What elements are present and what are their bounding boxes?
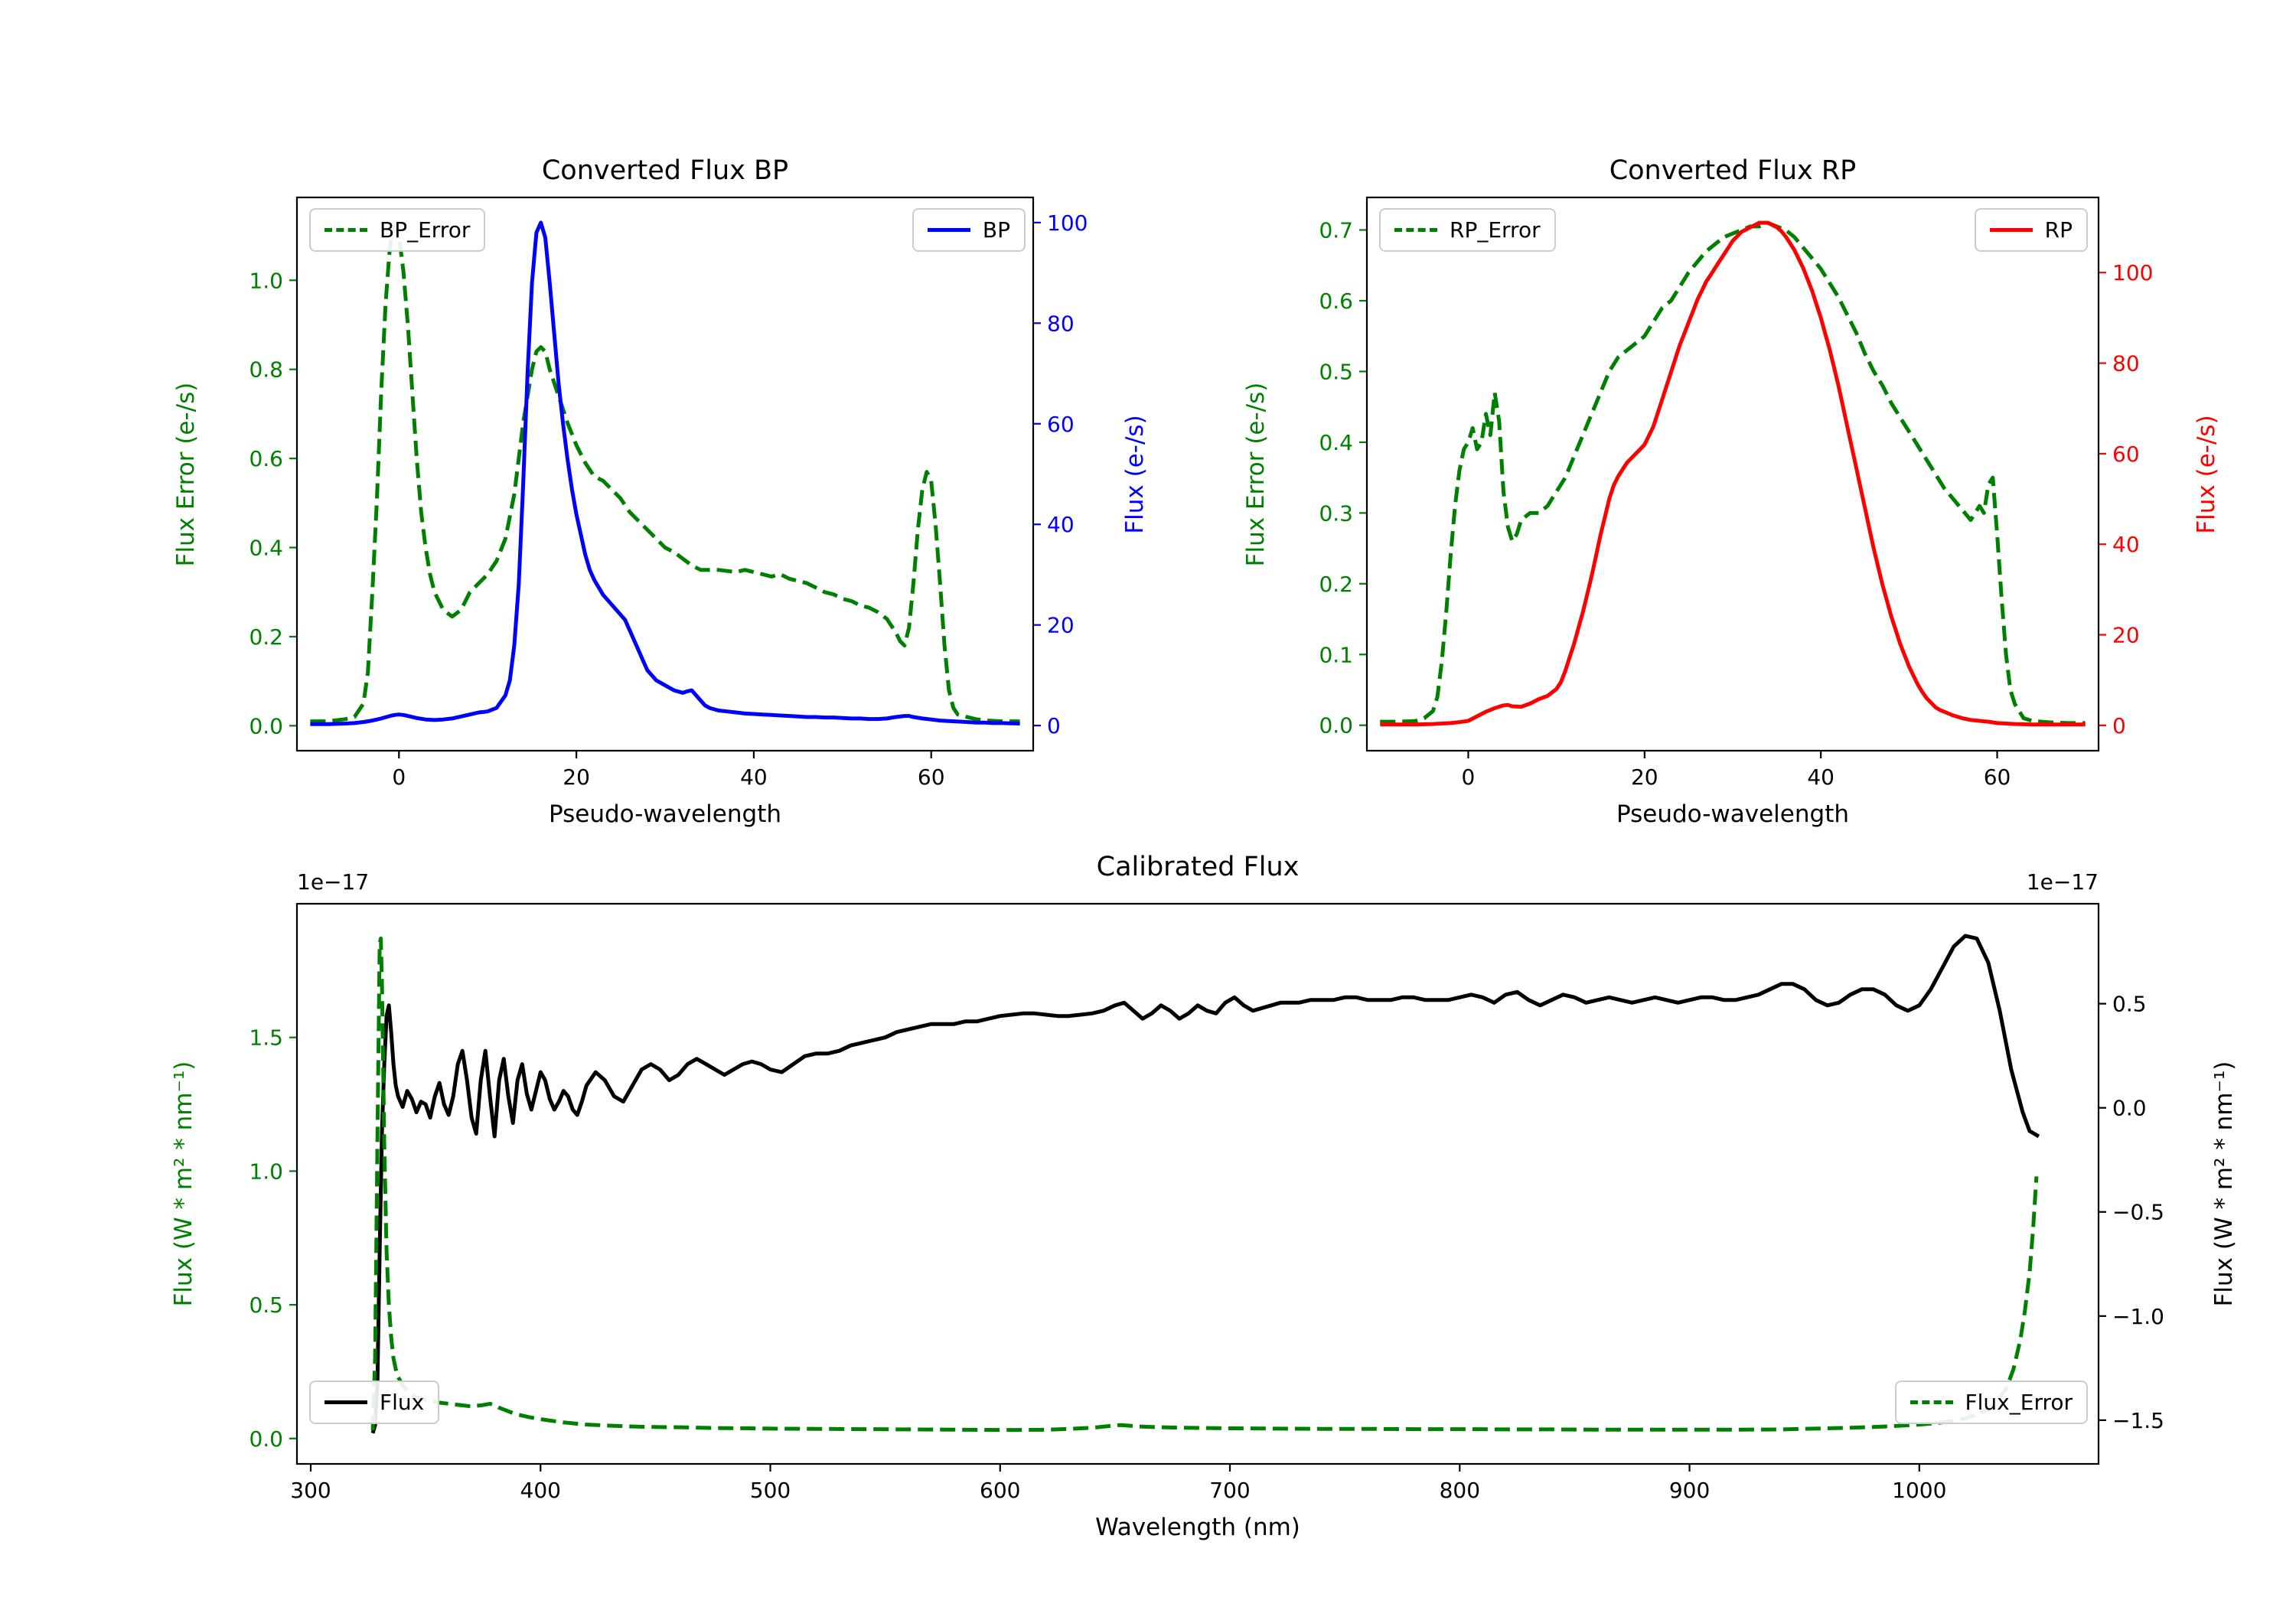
svg-text:−0.5: −0.5 [2112,1200,2164,1225]
svg-text:300: 300 [290,1478,331,1503]
svg-text:0.1: 0.1 [1319,642,1353,667]
svg-text:60: 60 [1047,412,1075,437]
svg-text:0.4: 0.4 [249,536,283,561]
svg-text:0: 0 [2112,713,2126,738]
svg-text:400: 400 [520,1478,561,1503]
svg-text:20: 20 [2112,623,2140,648]
svg-text:0.6: 0.6 [249,446,283,471]
bp-legend-label: BP [982,217,1010,243]
rp-xaxis-label: Pseudo-wavelength [1616,800,1849,828]
bp-xaxis-label: Pseudo-wavelength [548,800,781,828]
svg-text:100: 100 [1047,210,1088,236]
calibrated-left-yaxis-label: Flux (W * m² * nm⁻¹) [170,1061,197,1307]
svg-text:0.4: 0.4 [1319,430,1353,455]
svg-text:0.5: 0.5 [2112,992,2147,1017]
svg-text:0.7: 0.7 [1319,218,1353,243]
svg-text:100: 100 [2112,260,2153,285]
bp-error-legend-label: BP_Error [380,217,471,243]
svg-text:80: 80 [1047,311,1075,336]
solid-line-sample-icon [927,228,970,232]
dashed-line-sample-icon [1394,228,1437,232]
flux-legend-label: Flux [380,1390,425,1415]
svg-text:−1.5: −1.5 [2112,1408,2164,1433]
svg-text:40: 40 [1807,764,1835,790]
rp-error-legend-label: RP_Error [1450,217,1541,243]
flux-error-legend-label: Flux_Error [1965,1390,2073,1415]
bp-legend: BP [912,208,1026,252]
left-offset-text: 1e−17 [297,869,370,895]
svg-text:600: 600 [980,1478,1020,1503]
svg-text:0.0: 0.0 [2112,1096,2147,1121]
rp-right-yaxis-label: Flux (e-/s) [2193,415,2220,534]
svg-text:0: 0 [1047,713,1061,738]
svg-text:−1.0: −1.0 [2112,1304,2164,1329]
bp-right-yaxis-label: Flux (e-/s) [1121,415,1149,534]
svg-text:1.5: 1.5 [249,1025,283,1051]
svg-text:40: 40 [1047,512,1075,537]
dashed-line-sample-icon [1910,1400,1953,1404]
svg-text:0: 0 [1462,764,1476,790]
svg-text:900: 900 [1669,1478,1710,1503]
svg-text:0.6: 0.6 [1319,288,1353,314]
svg-text:20: 20 [1047,613,1075,638]
svg-text:0.2: 0.2 [249,624,283,650]
svg-text:0.0: 0.0 [1319,713,1353,738]
calibrated-xaxis-label: Wavelength (nm) [1095,1514,1300,1541]
svg-text:0.5: 0.5 [249,1292,283,1318]
svg-text:0.0: 0.0 [249,713,283,738]
dashed-line-sample-icon [325,228,367,232]
svg-text:1.0: 1.0 [249,268,283,293]
bp-left-yaxis-label: Flux Error (e-/s) [172,382,200,567]
svg-text:0.3: 0.3 [1319,500,1353,526]
solid-line-sample-icon [1989,228,2033,232]
right-offset-text: 1e−17 [2026,869,2099,895]
calibrated-chart-title: Calibrated Flux [1096,852,1300,882]
svg-text:0.5: 0.5 [1319,359,1353,384]
flux-error-legend: Flux_Error [1894,1380,2088,1424]
svg-text:0.0: 0.0 [249,1426,283,1452]
svg-text:1000: 1000 [1892,1478,1946,1503]
svg-text:500: 500 [750,1478,791,1503]
svg-text:800: 800 [1440,1478,1480,1503]
svg-text:60: 60 [2112,442,2140,467]
bp-chart-title: Converted Flux BP [541,155,789,186]
rp-left-yaxis-label: Flux Error (e-/s) [1242,382,1270,567]
solid-line-sample-icon [325,1400,367,1404]
svg-text:20: 20 [1631,764,1658,790]
svg-text:700: 700 [1209,1478,1250,1503]
svg-text:80: 80 [2112,351,2140,376]
svg-text:0.8: 0.8 [249,357,283,383]
rp-error-legend: RP_Error [1379,208,1556,252]
svg-text:60: 60 [1984,764,2011,790]
svg-text:0.2: 0.2 [1319,572,1353,597]
svg-text:0: 0 [392,764,406,790]
svg-text:40: 40 [2112,532,2140,557]
rp-legend: RP [1974,208,2088,252]
calibrated-right-yaxis-label: Flux (W * m² * nm⁻¹) [2210,1061,2238,1307]
flux-legend: Flux [309,1380,440,1424]
svg-text:40: 40 [740,764,768,790]
svg-text:1.0: 1.0 [249,1159,283,1184]
rp-legend-label: RP [2044,217,2073,243]
bp-error-legend: BP_Error [309,208,486,252]
svg-text:20: 20 [563,764,590,790]
svg-text:60: 60 [918,764,945,790]
rp-chart-title: Converted Flux RP [1609,155,1857,186]
